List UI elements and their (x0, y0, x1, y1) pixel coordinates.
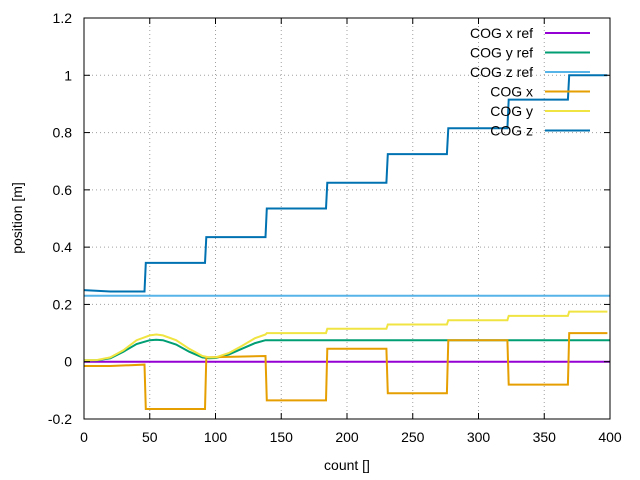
y-tick-label: -0.2 (48, 411, 72, 427)
y-tick-label: 0.2 (53, 296, 73, 312)
x-tick-label: 150 (270, 429, 294, 445)
x-tick-label: 350 (533, 429, 557, 445)
legend-label-cog-y: COG y (490, 103, 533, 119)
y-tick-label: 1 (64, 67, 72, 83)
x-tick-label: 200 (335, 429, 359, 445)
y-axis-title: position [m] (9, 182, 25, 254)
series-cog-y-ref-line (84, 338, 610, 362)
y-tick-label: 0 (64, 354, 72, 370)
y-tick-label: 0.6 (53, 182, 73, 198)
x-tick-label: 0 (80, 429, 88, 445)
series-cog-z-line (83, 74, 608, 293)
legend-label-cog-y-ref: COG y ref (470, 45, 533, 61)
y-tick-label: 0.4 (53, 239, 73, 255)
y-tick-label: 1.2 (53, 10, 73, 26)
series-lines (83, 74, 610, 410)
legend-label-cog-x-ref: COG x ref (470, 25, 533, 41)
series-cog-y-line (83, 310, 608, 362)
series-cog-x-line (84, 332, 608, 410)
x-tick-label: 250 (401, 429, 425, 445)
x-tick-label: 50 (142, 429, 158, 445)
x-tick-label: 300 (467, 429, 491, 445)
grid (84, 18, 610, 419)
axis-ticks: 0 50 100 150 200 250 300 350 400 -0.2 0 0.2 0.4 0.6 0.… (48, 10, 622, 445)
legend-label-cog-z-ref: COG z ref (470, 64, 533, 80)
x-tick-label: 400 (598, 429, 622, 445)
x-tick-label: 100 (204, 429, 228, 445)
legend-label-cog-x: COG x (490, 84, 533, 100)
legend-label-cog-z: COG z (490, 123, 533, 139)
legend: COG x ref COG y ref COG z ref COG x COG y COG… (470, 25, 590, 139)
x-axis-title: count [] (324, 457, 370, 473)
y-tick-label: 0.8 (53, 125, 73, 141)
